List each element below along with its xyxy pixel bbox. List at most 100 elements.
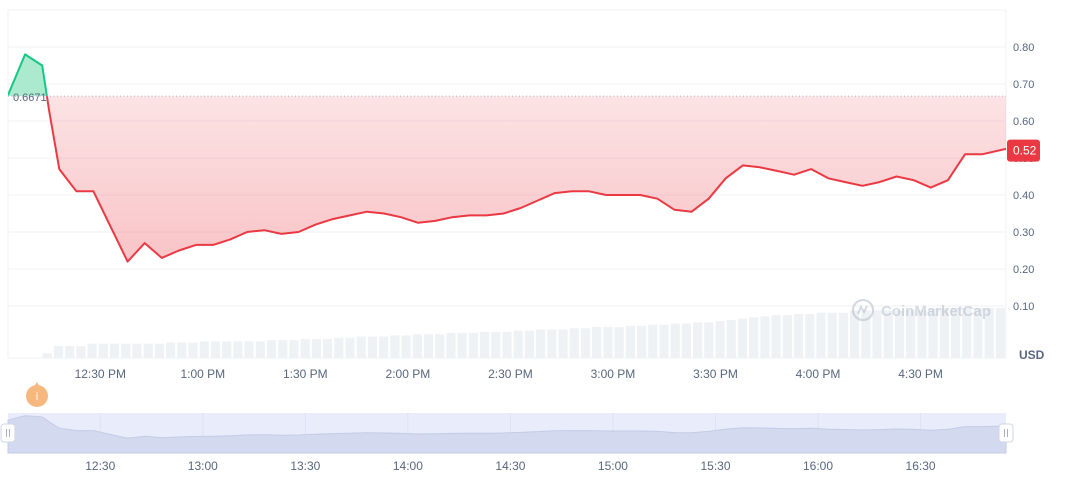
volume-bar [479,331,490,358]
price-area-above-reference [8,54,47,96]
price-line [8,53,1006,263]
volume-bar [502,331,512,358]
reference-price-label: 0.6671 [13,92,47,104]
volume-bar [636,325,647,358]
volume-bar [592,327,602,358]
y-axis: 0.100.200.300.400.500.600.700.80 [1013,42,1034,313]
watermark: CoinMarketCap [851,298,991,322]
volume-bar [143,343,153,358]
volume-bars [42,308,1005,358]
volume-bar [65,346,75,358]
navigator-tick-label: 14:30 [495,459,525,473]
range-navigator[interactable]: 12:30 13:00 13:30 14:00 14:30 15:00 15:30 16:00… [0,413,1014,473]
y-tick-label: 0.20 [1013,264,1034,276]
x-tick-label: 2:30 PM [488,367,533,381]
volume-bar [749,317,759,358]
volume-bar [536,329,546,358]
volume-bar [491,331,501,358]
price-area [8,54,1006,262]
currency-label: USD [1019,348,1045,362]
volume-bar [872,310,882,358]
watermark-label: CoinMarketCap [881,303,991,320]
current-price-badge-bg [1007,139,1040,162]
volume-bar [435,334,445,358]
volume-bar [222,341,232,358]
x-tick-label: 1:30 PM [283,367,328,381]
navigator-tick-label: 13:00 [188,459,218,473]
volume-bar [76,346,86,358]
volume-bar [850,310,860,358]
x-tick-label: 3:00 PM [591,367,636,381]
volume-bar [446,333,456,358]
y-tick-label: 0.30 [1013,227,1034,239]
info-icon[interactable] [26,385,48,407]
volume-bar [165,342,176,358]
y-tick-label: 0.80 [1013,42,1034,54]
volume-bar [390,335,400,358]
volume-bar [726,319,736,358]
volume-bar [379,336,389,358]
volume-bar [412,334,422,358]
y-tick-label: 0.10 [1013,301,1034,313]
y-tick-label: 0.40 [1013,190,1034,202]
volume-bar [704,322,714,358]
volume-bar [468,333,478,358]
current-price-label: 0.52 [1013,144,1037,158]
x-tick-label: 3:30 PM [693,367,738,381]
volume-bar [255,341,265,358]
x-axis: 12:30 PM 1:00 PM 1:30 PM 2:00 PM 2:30 PM 3:00… [75,367,943,381]
navigator-x-axis: 12:30 13:00 13:30 14:00 14:30 15:00 15:30 16:00… [85,459,936,473]
navigator-tick-label: 14:00 [393,459,423,473]
volume-bar [53,346,64,358]
navigator-tick-label: 15:30 [700,459,730,473]
volume-bar [322,338,333,358]
volume-bar [121,343,131,358]
volume-bar [199,341,209,358]
info-icon-label: i [36,391,38,403]
volume-bar [805,313,815,358]
volume-bar [760,316,770,358]
volume-bar [906,310,916,358]
volume-bar [973,308,983,358]
volume-bar [210,341,221,358]
x-tick-label: 4:00 PM [796,367,841,381]
navigator-right-handle[interactable] [998,423,1014,443]
volume-bar [423,334,434,358]
volume-bar [614,327,624,358]
x-tick-label: 12:30 PM [75,367,126,381]
volume-bar [87,343,97,358]
volume-bar [569,328,579,358]
volume-bar [715,321,725,358]
price-area-below-reference [8,96,1006,262]
price-line-down [45,96,1006,263]
volume-bar [625,325,635,358]
coinmarketcap-logo-icon [851,298,875,322]
navigator-area [7,415,1007,454]
volume-bar [883,310,893,358]
volume-bar [524,330,535,358]
volume-bar [558,329,568,358]
x-tick-label: 1:00 PM [180,367,225,381]
volume-bar [345,337,355,358]
navigator-left-handle[interactable] [0,423,16,443]
volume-bar [266,340,277,358]
volume-bar [950,308,961,358]
event-marker[interactable]: i [26,382,48,407]
volume-bar [233,341,243,358]
volume-bar [367,336,378,358]
volume-bar [132,343,142,358]
volume-bar [289,340,299,358]
volume-bar [42,353,52,358]
volume-bar [681,323,692,358]
navigator-tick-label: 16:30 [906,459,936,473]
volume-bar [98,343,108,358]
x-tick-label: 4:30 PM [898,367,943,381]
volume-bar [580,328,591,358]
volume-bar [648,324,658,358]
volume-bar [659,324,669,358]
volume-bar [984,308,994,358]
volume-bar [401,335,411,358]
navigator-tick-label: 16:00 [803,459,833,473]
volume-bar [603,327,613,358]
